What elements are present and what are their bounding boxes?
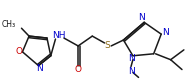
Text: N: N (128, 54, 134, 63)
Text: N: N (36, 64, 43, 73)
Text: O: O (75, 65, 82, 74)
Text: CH₃: CH₃ (2, 20, 16, 29)
Text: N: N (128, 67, 134, 76)
Text: N: N (138, 13, 145, 22)
Text: S: S (105, 41, 110, 50)
Text: O: O (15, 47, 22, 56)
Text: NH: NH (53, 31, 66, 40)
Text: N: N (163, 28, 169, 37)
